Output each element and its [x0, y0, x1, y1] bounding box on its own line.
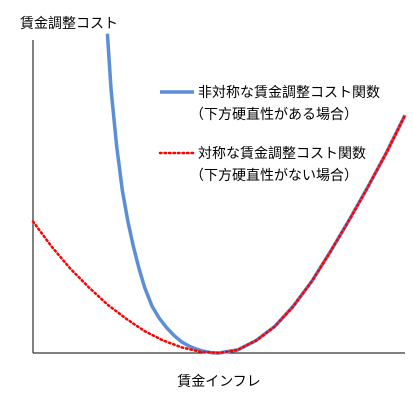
legend-label-asymmetric: 非対称な賃金調整コスト関数	[198, 85, 380, 101]
series-line-symmetric	[31, 113, 407, 355]
y-axis-label: 賃金調整コスト	[20, 16, 118, 32]
legend: 非対称な賃金調整コスト関数 （下方硬直性がある場合） 対称な賃金調整コスト関数 …	[158, 85, 380, 184]
legend-sublabel-symmetric: （下方硬直性がない場合）	[190, 167, 358, 184]
legend-label-symmetric: 対称な賃金調整コスト関数	[198, 146, 366, 162]
x-axis-label: 賃金インフレ	[177, 374, 261, 390]
legend-sublabel-asymmetric: （下方硬直性がある場合）	[190, 106, 358, 123]
series-line-asymmetric	[105, 33, 407, 355]
